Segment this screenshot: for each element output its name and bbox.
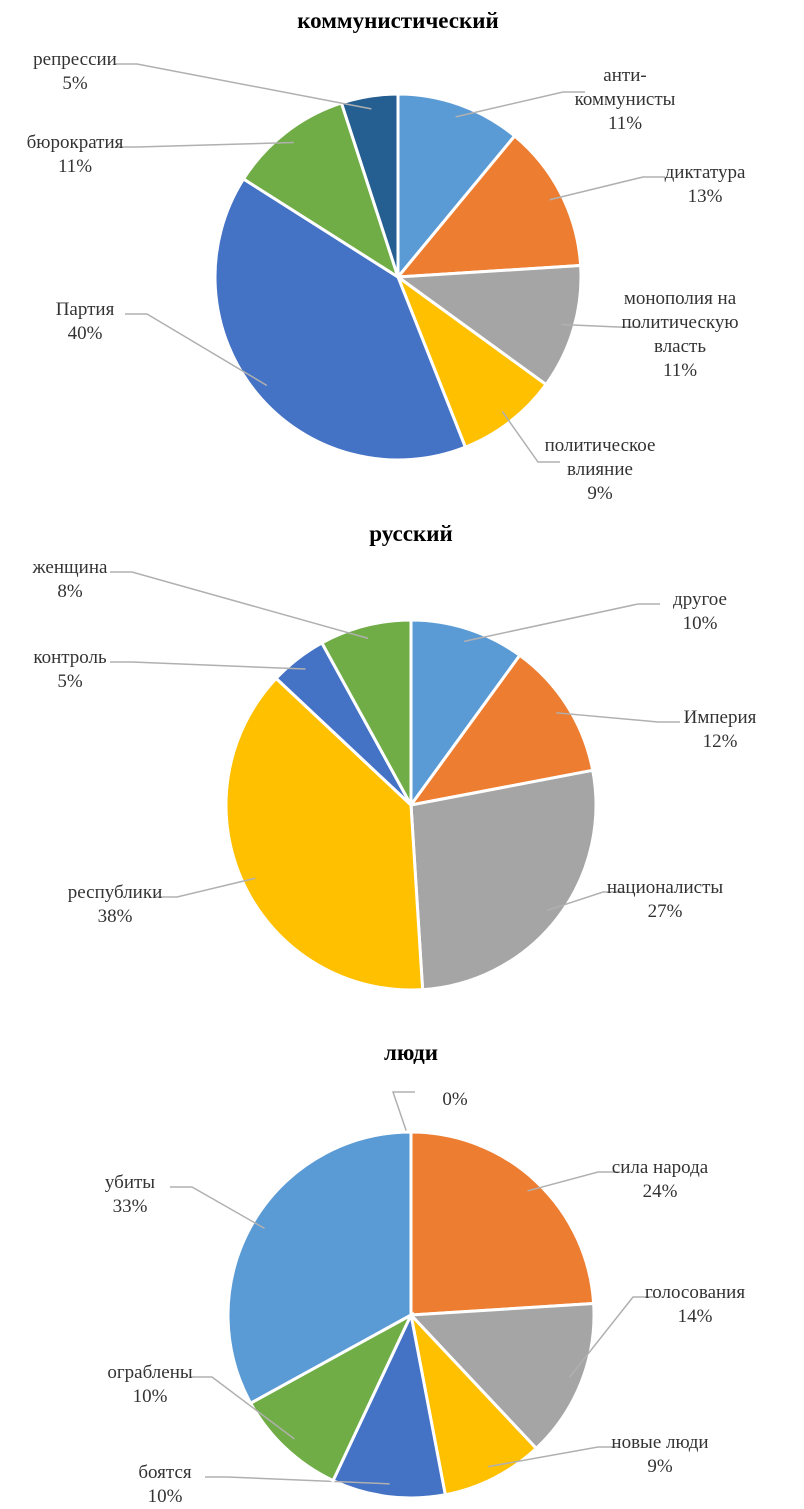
leader-line <box>556 712 680 723</box>
leader-line <box>115 141 294 148</box>
pie-slice <box>393 263 583 387</box>
category-label: Партия <box>55 299 115 320</box>
value-label: 12% <box>702 731 738 752</box>
data-label: Партия 40% <box>20 298 150 346</box>
data-label: репрессии 5% <box>10 48 140 96</box>
leader-line <box>568 1296 655 1379</box>
data-label: другое 10% <box>635 588 765 636</box>
value-label: 27% <box>647 901 683 922</box>
value-label: 9% <box>587 483 613 504</box>
leader-line <box>488 1446 620 1468</box>
value-label: 0% <box>442 1089 468 1110</box>
data-label: новые люди 9% <box>595 1431 725 1479</box>
data-label: диктатура 13% <box>640 161 770 209</box>
category-label: репрессии <box>33 49 117 70</box>
data-label: голосования 14% <box>630 1281 760 1329</box>
leader-line <box>125 313 268 387</box>
leader-line <box>455 91 585 118</box>
pie-slice <box>396 92 517 282</box>
category-label: новые люди <box>611 1432 709 1453</box>
leader-line <box>549 176 665 201</box>
category-label: голосования <box>644 1282 746 1303</box>
value-label: 9% <box>647 1456 673 1477</box>
pie-slice <box>409 618 522 810</box>
category-label: сила народа <box>611 1157 709 1178</box>
data-label: политическое влияние 9% <box>535 434 665 506</box>
pie-slice <box>407 1301 596 1451</box>
data-label: сила народа 24% <box>595 1156 725 1204</box>
data-label: монополия на политическую власть 11% <box>615 287 745 383</box>
category-label: диктатура <box>664 162 746 183</box>
pie-slice <box>241 101 401 281</box>
value-label: 5% <box>57 671 83 692</box>
leader-line <box>110 661 306 670</box>
leader-line <box>155 877 256 898</box>
data-label: анти-коммунисты 11% <box>560 64 690 136</box>
data-label: убиты 33% <box>65 1171 195 1219</box>
data-label: женщина 8% <box>5 556 135 604</box>
chart-title: люди <box>383 1040 439 1065</box>
pie-slice <box>407 653 595 808</box>
leader-line <box>115 63 372 110</box>
leader-line <box>561 323 640 328</box>
value-label: 38% <box>97 906 133 927</box>
category-label: националисты <box>606 877 724 898</box>
data-label: Империя 12% <box>655 706 785 754</box>
leader-line <box>170 1186 265 1230</box>
leader-line <box>527 1171 620 1192</box>
data-label: ограблены 10% <box>85 1361 215 1409</box>
category-label: женщина <box>32 557 108 578</box>
category-label: бюрократия <box>26 132 124 153</box>
value-label: 10% <box>132 1386 168 1407</box>
pie-slice <box>213 176 468 462</box>
pie-slice <box>224 676 425 992</box>
data-label: бюрократия 11% <box>10 131 140 179</box>
category-label: Империя <box>683 707 757 728</box>
category-label: анти-коммунисты <box>574 65 676 110</box>
leader-line <box>391 1091 415 1146</box>
pie-slice <box>319 618 413 806</box>
category-label: другое <box>673 589 727 610</box>
leader-line <box>205 1476 390 1485</box>
value-label: 5% <box>62 73 88 94</box>
chart-title: русский <box>369 521 453 546</box>
value-label: 11% <box>607 113 643 134</box>
leader-line <box>464 603 660 643</box>
data-label: националисты 27% <box>600 876 730 924</box>
pie-slice <box>394 133 583 279</box>
value-label: 40% <box>67 323 103 344</box>
pie-slice <box>408 1310 539 1497</box>
data-label: республики 38% <box>50 881 180 929</box>
data-label: 0% <box>390 1088 520 1112</box>
value-label: 10% <box>682 613 718 634</box>
value-label: 24% <box>642 1181 678 1202</box>
value-label: 13% <box>687 186 723 207</box>
data-label: боятся 10% <box>100 1461 230 1509</box>
data-label: контроль 5% <box>5 646 135 694</box>
value-label: 14% <box>677 1306 713 1327</box>
pie-slice <box>331 1310 448 1500</box>
category-label: боятся <box>138 1462 192 1483</box>
value-label: 11% <box>662 360 698 381</box>
leader-line <box>190 1376 295 1440</box>
value-label: 11% <box>57 156 93 177</box>
pie-slice <box>409 1130 596 1317</box>
category-label: политическое влияние <box>544 435 656 480</box>
category-label: убиты <box>104 1172 156 1193</box>
category-label: республики <box>67 882 163 903</box>
category-label: монополия на политическую власть <box>621 288 739 357</box>
chart-title: коммунистический <box>297 8 499 33</box>
leader-line <box>501 411 560 463</box>
leader-line <box>110 571 369 640</box>
pie-slice <box>409 768 598 992</box>
category-label: контроль <box>33 647 107 668</box>
category-label: ограблены <box>107 1362 193 1383</box>
leader-line <box>546 891 625 912</box>
value-label: 33% <box>112 1196 148 1217</box>
value-label: 10% <box>147 1486 183 1507</box>
value-label: 8% <box>57 581 83 602</box>
